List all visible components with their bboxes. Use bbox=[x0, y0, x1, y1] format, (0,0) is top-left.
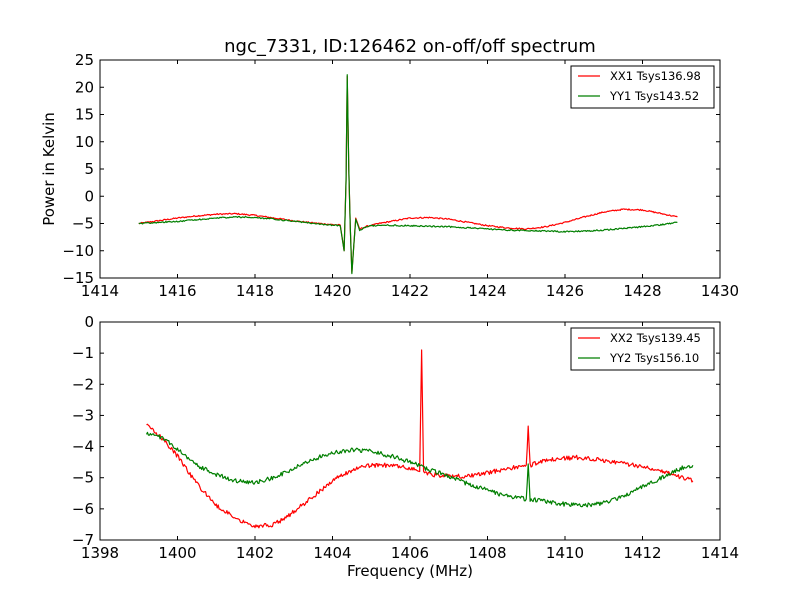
bottom-y-tick-label: −6 bbox=[72, 500, 94, 518]
top-legend-label-yy1: YY1 Tsys143.52 bbox=[609, 89, 699, 103]
bottom-legend-label-xx2: XX2 Tsys139.45 bbox=[610, 331, 701, 345]
bottom-y-tick-label: −2 bbox=[72, 375, 94, 393]
bottom-y-tick-label: −3 bbox=[72, 406, 94, 424]
top-legend-box bbox=[570, 65, 715, 109]
bottom-x-axis-label: Frequency (MHz) bbox=[347, 562, 473, 580]
top-y-axis-label: Power in Kelvin bbox=[40, 112, 58, 226]
bottom-x-tick-label: 1414 bbox=[701, 544, 739, 562]
bottom-x-tick-label: 1400 bbox=[158, 544, 196, 562]
top-y-tick-label: −10 bbox=[62, 242, 94, 260]
top-y-tick-label: 20 bbox=[75, 78, 94, 96]
top-series-layer bbox=[138, 74, 678, 275]
bottom-series-layer bbox=[145, 349, 694, 529]
top-x-tick-label: 1428 bbox=[623, 282, 661, 300]
bottom-legend-box bbox=[570, 327, 715, 371]
bottom-series-line-xx bbox=[146, 349, 694, 529]
bottom-x-tick-label: 1398 bbox=[81, 544, 119, 562]
top-x-tick-label: 1418 bbox=[236, 282, 274, 300]
bottom-legend-label-yy2: YY2 Tsys156.10 bbox=[609, 351, 699, 365]
top-series-line-yy bbox=[138, 74, 678, 275]
bottom-y-tick-label: −7 bbox=[72, 531, 94, 549]
bottom-x-tick-label: 1402 bbox=[236, 544, 274, 562]
bottom-plot-frame bbox=[99, 321, 721, 541]
top-x-tick-label: 1424 bbox=[468, 282, 506, 300]
top-y-tick-label: 10 bbox=[75, 133, 94, 151]
bottom-x-tick-label: 1410 bbox=[546, 544, 584, 562]
top-series-line-xx bbox=[138, 75, 678, 274]
bottom-x-tick-label: 1406 bbox=[391, 544, 429, 562]
top-y-tick-label: 25 bbox=[75, 51, 94, 69]
top-tick-layer: 1414 1416 1418 1420 1422 1424 1426 1428 1430 25 20… bbox=[62, 51, 739, 300]
top-y-tick-label: −15 bbox=[62, 269, 94, 287]
top-x-tick-label: 1420 bbox=[313, 282, 351, 300]
bottom-x-tick-label: 1412 bbox=[623, 544, 661, 562]
top-y-tick-label: −5 bbox=[72, 215, 94, 233]
top-x-tick-label: 1414 bbox=[81, 282, 119, 300]
top-y-tick-label: 5 bbox=[84, 160, 94, 178]
bottom-legend: XX2 Tsys139.45 YY2 Tsys156.10 bbox=[570, 327, 715, 371]
bottom-spectrum-panel: Frequency (MHz) 1398 1400 1402 1404 1406 1408… bbox=[72, 313, 739, 580]
bottom-y-tick-label: −5 bbox=[72, 469, 94, 487]
bottom-tick-layer: 1398 1400 1402 1404 1406 1408 1410 1412 1414 0 −1 −… bbox=[72, 313, 739, 562]
top-y-tick-label: 15 bbox=[75, 106, 94, 124]
top-plot-frame bbox=[99, 59, 721, 279]
top-x-tick-label: 1430 bbox=[701, 282, 739, 300]
top-spectrum-panel: ngc_7331, ID:126462 on-off/off spectrum … bbox=[40, 36, 739, 300]
bottom-y-tick-label: −1 bbox=[72, 344, 94, 362]
top-x-tick-label: 1426 bbox=[546, 282, 584, 300]
top-y-tick-label: 0 bbox=[84, 187, 94, 205]
top-chart-title: ngc_7331, ID:126462 on-off/off spectrum bbox=[224, 36, 596, 57]
top-x-tick-label: 1422 bbox=[391, 282, 429, 300]
bottom-x-tick-label: 1408 bbox=[468, 544, 506, 562]
bottom-x-tick-label: 1404 bbox=[313, 544, 351, 562]
top-x-tick-label: 1416 bbox=[158, 282, 196, 300]
top-legend: XX1 Tsys136.98 YY1 Tsys143.52 bbox=[570, 65, 715, 109]
top-legend-label-xx1: XX1 Tsys136.98 bbox=[610, 69, 701, 83]
bottom-series-line-yy bbox=[145, 431, 694, 508]
bottom-y-tick-label: 0 bbox=[84, 313, 94, 331]
bottom-y-tick-label: −4 bbox=[72, 438, 94, 456]
